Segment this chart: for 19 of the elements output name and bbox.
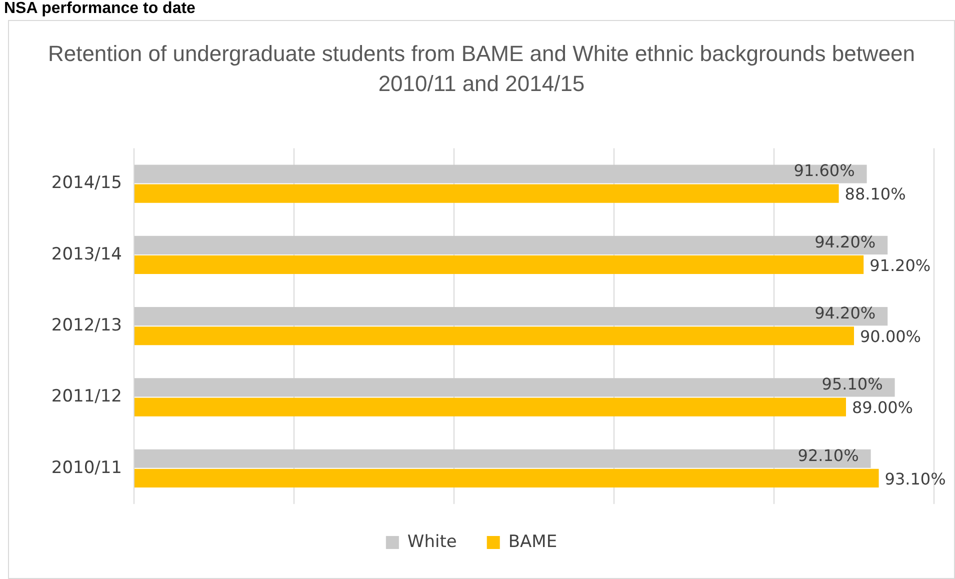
data-label: 95.10% (822, 374, 883, 394)
data-label: 91.60% (794, 161, 855, 180)
legend-label: BAME (508, 532, 558, 552)
data-label: 92.10% (798, 446, 859, 465)
y-tick-label: 2011/12 (51, 386, 122, 407)
data-label: 89.00% (852, 398, 914, 418)
data-label: 88.10% (844, 184, 906, 204)
legend-label: White (407, 532, 457, 552)
y-tick-label: 2012/13 (51, 316, 122, 336)
text: NSA performance to date (4, 0, 196, 18)
data-label: 90.00% (860, 327, 922, 346)
data-label: 93.10% (884, 469, 946, 488)
data-label: 91.20% (870, 256, 931, 275)
chart-title: Retention of undergraduate students from BAME and White ethnic backgrounds between 2010/11 and 2014/15 (46, 40, 916, 98)
data-label: 94.20% (814, 303, 876, 322)
data-label: 94.20% (814, 232, 876, 252)
y-tick-label: 2010/11 (51, 458, 122, 478)
y-tick-label: 2014/15 (51, 173, 122, 194)
y-tick-label: 2013/14 (51, 244, 122, 264)
